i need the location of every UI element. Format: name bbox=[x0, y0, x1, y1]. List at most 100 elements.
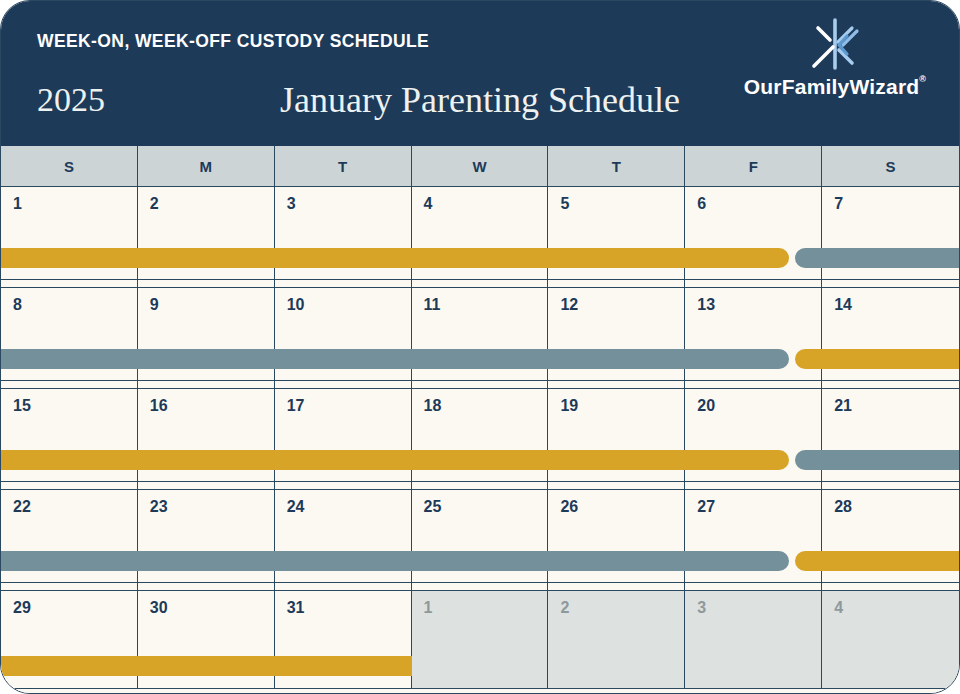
day-number: 12 bbox=[560, 296, 684, 314]
spacer-cell bbox=[138, 381, 275, 389]
spacer-cell bbox=[548, 482, 685, 490]
spacer-cell bbox=[138, 482, 275, 490]
spacer-cell bbox=[1, 280, 138, 288]
day-number: 7 bbox=[834, 195, 959, 213]
day-number: 25 bbox=[424, 498, 548, 516]
week-row: 15 16 17 18 19 20 21 bbox=[1, 389, 959, 482]
day-number: 30 bbox=[150, 599, 274, 617]
spacer-cell bbox=[548, 583, 685, 591]
day-cell-other-month: 2 bbox=[548, 591, 685, 688]
day-number: 31 bbox=[287, 599, 411, 617]
spacer-cell bbox=[412, 583, 549, 591]
week-row: 29 30 31 1234 bbox=[1, 591, 959, 688]
day-number: 28 bbox=[834, 498, 959, 516]
custody-bar-slate bbox=[1, 551, 789, 571]
day-number: 17 bbox=[287, 397, 411, 415]
custody-bar-gold bbox=[795, 551, 959, 571]
week-row: 89 10 11 12 13 14 bbox=[1, 288, 959, 381]
day-number: 4 bbox=[834, 599, 959, 617]
day-number: 21 bbox=[834, 397, 959, 415]
spacer-cell bbox=[685, 482, 822, 490]
day-number: 1 bbox=[13, 195, 137, 213]
week-row: 1234567 bbox=[1, 187, 959, 280]
custody-bar-slate bbox=[1, 349, 789, 369]
spacer-cell bbox=[275, 381, 412, 389]
spacer-cell bbox=[1, 583, 138, 591]
custody-bar-gold bbox=[1, 248, 789, 268]
day-of-week-header: S bbox=[822, 146, 959, 187]
weeks: 1234567891011121314151617181920212223242… bbox=[1, 187, 959, 688]
day-cell-other-month: 3 bbox=[685, 591, 822, 688]
day-number: 5 bbox=[560, 195, 684, 213]
spacer-cell bbox=[822, 381, 959, 389]
spacer-cell bbox=[275, 280, 412, 288]
day-number: 3 bbox=[697, 599, 821, 617]
day-number: 19 bbox=[560, 397, 684, 415]
week-row: 22 23 24 25 26 27 28 bbox=[1, 490, 959, 583]
calendar-header: WEEK-ON, WEEK-OFF CUSTODY SCHEDULE 2025 … bbox=[1, 1, 959, 146]
spacer-cell bbox=[412, 482, 549, 490]
day-number: 3 bbox=[287, 195, 411, 213]
day-number: 6 bbox=[697, 195, 821, 213]
day-number: 26 bbox=[560, 498, 684, 516]
spacer-cell bbox=[1, 381, 138, 389]
day-number: 2 bbox=[560, 599, 684, 617]
spacer-cell bbox=[548, 381, 685, 389]
day-number: 13 bbox=[697, 296, 821, 314]
day-number: 11 bbox=[424, 296, 548, 314]
custody-bar-slate bbox=[795, 248, 959, 268]
day-number: 24 bbox=[287, 498, 411, 516]
row-spacer bbox=[1, 482, 959, 490]
custody-bar-slate bbox=[795, 450, 959, 470]
spacer-cell bbox=[822, 280, 959, 288]
registered-mark: ® bbox=[919, 74, 926, 84]
day-number: 22 bbox=[13, 498, 137, 516]
day-number: 16 bbox=[150, 397, 274, 415]
day-number: 10 bbox=[287, 296, 411, 314]
day-of-week-header: S bbox=[1, 146, 138, 187]
schedule-subtitle: WEEK-ON, WEEK-OFF CUSTODY SCHEDULE bbox=[37, 31, 429, 52]
spacer-cell bbox=[685, 583, 822, 591]
spacer-cell bbox=[275, 583, 412, 591]
bottom-strip bbox=[1, 688, 959, 694]
spacer-cell bbox=[412, 381, 549, 389]
day-number: 29 bbox=[13, 599, 137, 617]
day-number: 18 bbox=[424, 397, 548, 415]
day-cell-other-month: 1 bbox=[412, 591, 549, 688]
spacer-cell bbox=[548, 280, 685, 288]
custody-bar-gold bbox=[795, 349, 959, 369]
spacer-cell bbox=[412, 280, 549, 288]
day-number: 14 bbox=[834, 296, 959, 314]
day-of-week-header: F bbox=[685, 146, 822, 187]
spacer-cell bbox=[822, 482, 959, 490]
dow-row: SMTWTFS bbox=[1, 146, 959, 187]
day-number: 4 bbox=[424, 195, 548, 213]
day-number: 15 bbox=[13, 397, 137, 415]
day-of-week-header: W bbox=[412, 146, 549, 187]
day-number: 1 bbox=[424, 599, 548, 617]
custody-bar-gold bbox=[1, 450, 789, 470]
spacer-cell bbox=[275, 482, 412, 490]
custody-bar-gold bbox=[1, 656, 412, 676]
spacer-cell bbox=[138, 583, 275, 591]
day-number: 8 bbox=[13, 296, 137, 314]
row-spacer bbox=[1, 583, 959, 591]
ourfamilywizard-asterisk-icon bbox=[810, 17, 860, 71]
day-of-week-header: T bbox=[275, 146, 412, 187]
brand-logo: OurFamilyWizard® bbox=[737, 17, 933, 99]
spacer-cell bbox=[822, 583, 959, 591]
spacer-cell bbox=[685, 381, 822, 389]
day-cell-other-month: 4 bbox=[822, 591, 959, 688]
day-number: 23 bbox=[150, 498, 274, 516]
brand-name: OurFamilyWizard® bbox=[737, 75, 933, 99]
spacer-cell bbox=[1, 482, 138, 490]
spacer-cell bbox=[685, 280, 822, 288]
day-number: 20 bbox=[697, 397, 821, 415]
day-of-week-header: M bbox=[138, 146, 275, 187]
day-number: 2 bbox=[150, 195, 274, 213]
day-number: 9 bbox=[150, 296, 274, 314]
custody-calendar-card: WEEK-ON, WEEK-OFF CUSTODY SCHEDULE 2025 … bbox=[0, 0, 960, 694]
row-spacer bbox=[1, 381, 959, 389]
day-of-week-header: T bbox=[548, 146, 685, 187]
day-number: 27 bbox=[697, 498, 821, 516]
